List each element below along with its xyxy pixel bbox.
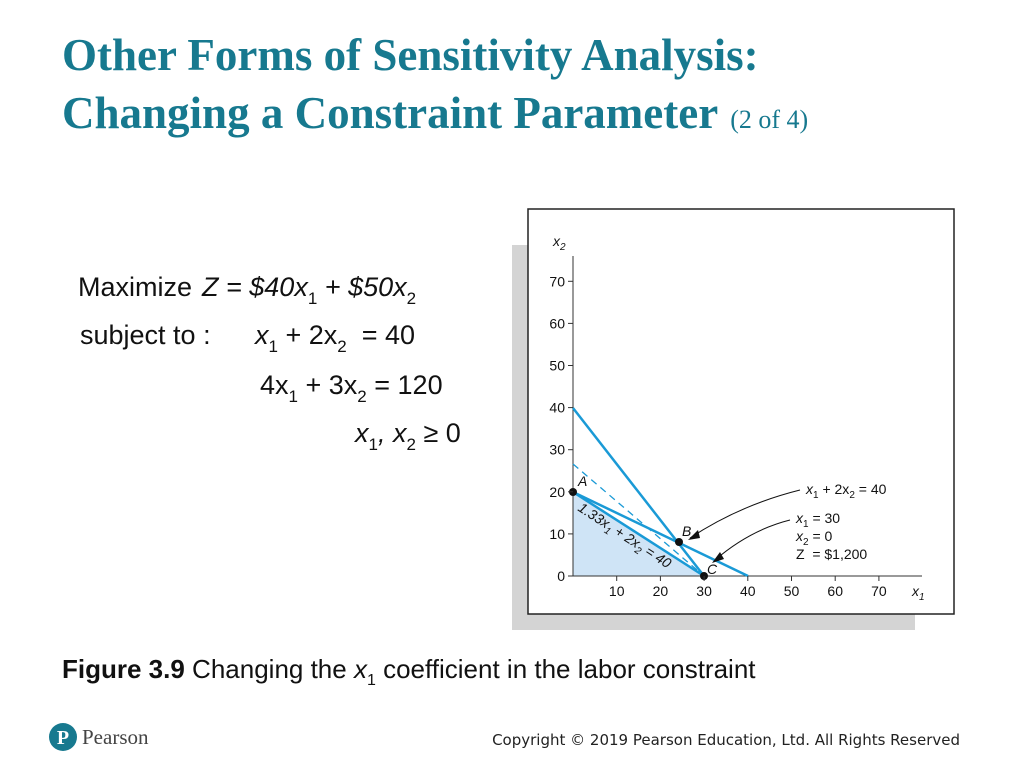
arrowhead (712, 552, 724, 563)
x-tick-label: 60 (827, 583, 843, 599)
y-tick-label: 30 (549, 442, 565, 458)
constraint: x1 + 2x2 = 40 (253, 320, 415, 356)
sub: 2 (559, 242, 566, 253)
text: ≥ 0 (416, 418, 461, 448)
objective: Maximize Z = $40x1 + $50x2 (78, 272, 416, 308)
sub: 1 (919, 592, 925, 603)
objective-line (572, 463, 705, 577)
sub: 1 (813, 490, 819, 501)
caption-label: Figure 3.9 (62, 654, 185, 684)
title-part: (2 of 4) (730, 105, 808, 134)
sub: 2 (632, 545, 644, 558)
axis-label: x1 (911, 583, 925, 603)
y-tick-label: 40 (549, 400, 565, 416)
y-tick-label: 50 (549, 358, 565, 374)
sub: 2 (357, 387, 366, 406)
title-line: Other Forms of Sensitivity Analysis: (62, 30, 759, 80)
text: = 30 (809, 510, 841, 526)
sub: 1 (308, 289, 317, 308)
copyright: Copyright © 2019 Pearson Education, Ltd.… (492, 731, 960, 749)
text: x (253, 320, 270, 350)
text: + $50x (317, 272, 408, 302)
text: x (352, 654, 368, 684)
point-label: A (577, 473, 587, 489)
sub: 1 (369, 435, 378, 454)
sub: 1 (602, 525, 613, 537)
constraint: x1, x2 ≥ 0 (353, 418, 461, 454)
new-constraint-line (572, 490, 705, 578)
y-tick-label: 20 (549, 484, 565, 500)
title-line: Changing a Constraint Parameter (2 of 4) (62, 88, 808, 138)
point-label: C (707, 561, 718, 577)
text: Maximize (78, 272, 192, 302)
arrowhead (688, 530, 700, 540)
sub: 1 (269, 337, 278, 356)
y-tick-label: 70 (549, 273, 565, 289)
title-text: Changing a Constraint Parameter (62, 88, 718, 138)
y-tick-label: 0 (557, 568, 565, 584)
annotation: x1 = 30 (795, 510, 840, 530)
sub: 1 (367, 672, 376, 689)
text: = 120 (367, 370, 443, 400)
constraint: 4x1 + 3x2 = 120 (260, 370, 443, 406)
constraint-label: subject to : (80, 320, 211, 350)
logo-glyph: P (57, 727, 69, 749)
annotation: x2 = 0 (795, 528, 833, 548)
text: + 2x (278, 320, 338, 350)
sub: 1 (289, 387, 298, 406)
text: = 40 (855, 481, 887, 497)
text: x (795, 510, 804, 526)
annotation: Z = $1,200 (796, 546, 867, 562)
constraint-line (572, 490, 749, 578)
x-tick-label: 30 (696, 583, 712, 599)
caption: Figure 3.9 Changing the x1 coefficient i… (62, 654, 756, 689)
sub: 2 (803, 537, 809, 548)
text: x (805, 481, 814, 497)
text: = 0 (809, 528, 833, 544)
y-tick-label: 10 (549, 526, 565, 542)
sub: 2 (337, 337, 346, 356)
text: x (552, 233, 561, 249)
axis-label: x2 (552, 233, 566, 253)
logo-text: Pearson (82, 725, 149, 749)
text: 4x (260, 370, 289, 400)
text: coefficient in the labor constraint (376, 654, 756, 684)
x-tick-label: 20 (653, 583, 669, 599)
constraint-line (572, 407, 705, 577)
x-tick-label: 50 (784, 583, 800, 599)
logo-mark (49, 723, 77, 751)
point-label: B (682, 523, 691, 539)
text: x (353, 418, 370, 448)
text: Z = $40x (201, 272, 309, 302)
x-tick-label: 70 (871, 583, 887, 599)
arrow (714, 519, 791, 561)
x-tick-label: 10 (609, 583, 625, 599)
text: Changing the (185, 654, 354, 684)
x-tick-label: 40 (740, 583, 756, 599)
annotation: x1 + 2x2 = 40 (805, 481, 887, 501)
point (675, 538, 683, 546)
text: x (911, 583, 920, 599)
sub: 1 (803, 519, 809, 530)
text: + 3x (298, 370, 358, 400)
text: x (795, 528, 804, 544)
arrow (689, 489, 801, 539)
text: = 40 (347, 320, 415, 350)
y-tick-label: 60 (549, 315, 565, 331)
sub: 2 (407, 289, 416, 308)
text: + 2x (819, 481, 850, 497)
sub: 2 (849, 490, 855, 501)
sub: 2 (406, 435, 415, 454)
text: , x (378, 418, 408, 448)
